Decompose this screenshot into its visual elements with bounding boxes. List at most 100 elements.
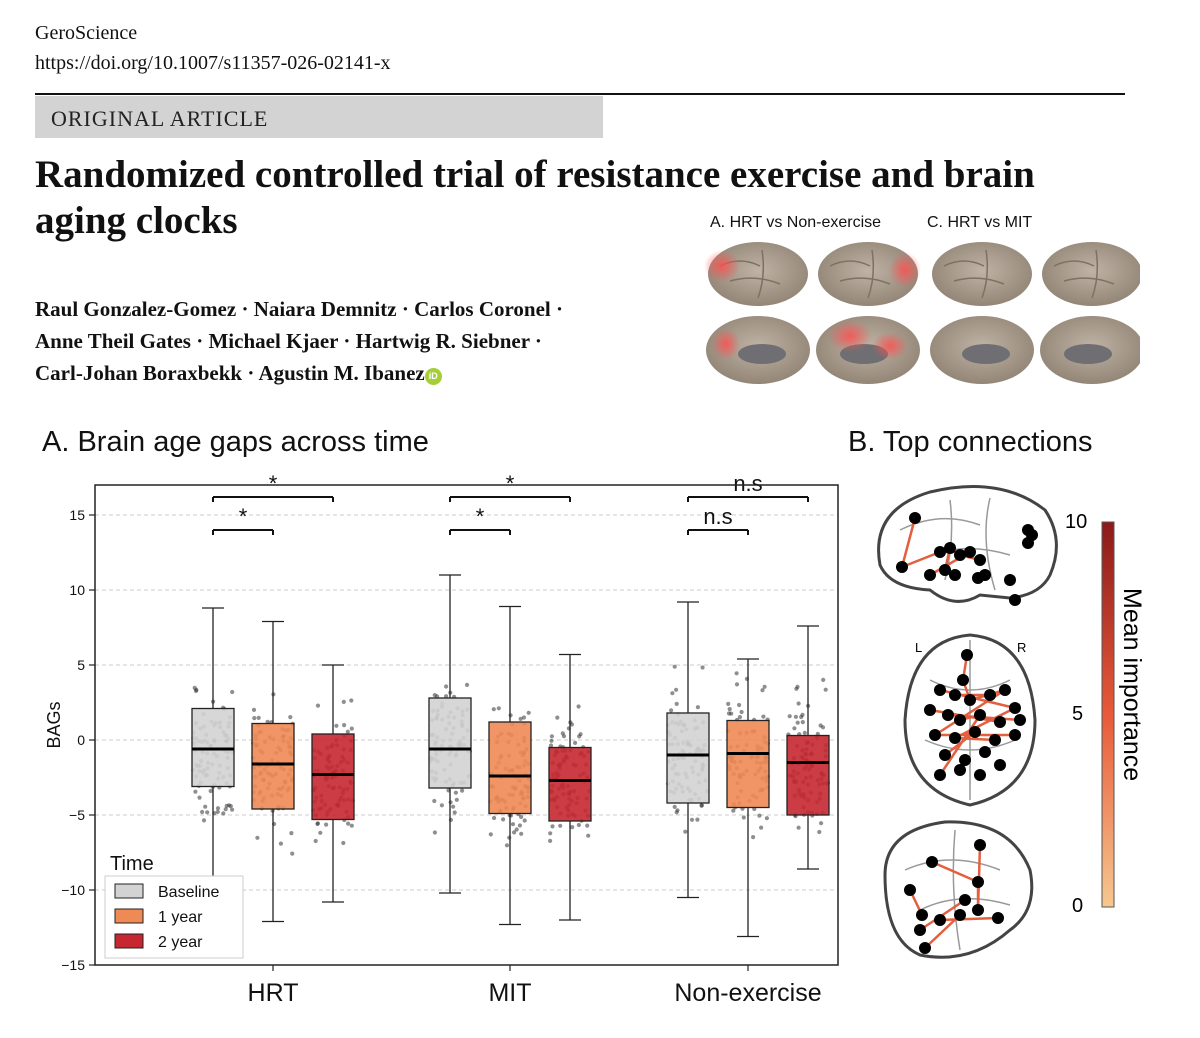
y-tick-label: −10 [61,882,85,898]
connection-edge [954,706,1016,740]
connection-node [1014,714,1026,726]
data-point [699,803,704,808]
brain-c-medial-right [1040,316,1140,384]
data-point [439,803,444,808]
connection-edge [924,914,961,949]
data-point [221,811,226,816]
box [251,722,295,810]
data-point [454,797,459,802]
data-point [751,835,756,840]
colorbar-label: Mean importance [1118,588,1146,781]
brain-glass-axial: L R [903,633,1037,807]
data-point [802,730,807,735]
doi-link[interactable]: https://doi.org/10.1007/s11357-026-02141… [35,52,391,74]
chart-boxes [191,574,830,938]
brain-surface-maps [704,242,1140,384]
legend-swatch [114,908,144,924]
connection-node [934,684,946,696]
x-tick-label: HRT [248,979,299,1007]
y-axis-label: BAGs [44,701,64,748]
data-point [570,825,575,830]
article-title: Randomized controlled trial of resistanc… [35,152,1145,244]
data-point [223,807,228,812]
data-point [586,833,591,838]
connection-node [974,769,986,781]
significance-label: * [239,504,248,529]
data-point [193,789,198,794]
data-point [817,829,822,835]
brain-c-lateral-left [932,242,1032,306]
connection-node [974,709,986,721]
data-point [432,830,437,835]
data-point [341,699,346,704]
connection-node [999,684,1011,696]
colorbar-tick-5: 5 [1072,703,1083,725]
data-point [760,688,765,693]
data-point [521,715,527,720]
brain-glass-sagittal-top [877,484,1058,603]
data-point [672,664,677,669]
data-point [695,705,701,710]
connection-node [957,674,969,686]
data-point [290,851,295,856]
connection-node [1022,537,1034,549]
data-point [496,706,501,711]
data-point [669,708,674,713]
data-point [576,822,582,828]
brain-a-lateral-left [704,242,808,306]
connection-edge [931,860,979,884]
data-point [689,817,695,822]
data-point [793,714,799,719]
data-point [674,810,679,815]
connections-figure: L R 10 5 0 Mean importance [877,484,1146,959]
legend-label: 1 year [158,909,203,926]
x-tick-label: Non-exercise [674,979,821,1007]
hemisphere-right-label: R [1017,640,1026,655]
data-point [549,738,554,743]
data-point [288,715,293,720]
data-point [203,804,208,809]
data-point [739,709,744,715]
authors-line-1[interactable]: Raul Gonzalez-Gomez · Naiara Demnitz · C… [35,297,564,321]
authors-line-3[interactable]: Carl-Johan Boraxbekk · Agustin M. Ibanez [35,361,425,385]
data-point [695,817,700,822]
connection-node [924,569,936,581]
connection-node [942,709,954,721]
data-point [734,671,739,676]
connection-node [1009,702,1021,714]
orcid-icon[interactable]: iD [424,368,442,385]
brain-c-medial-left [930,316,1034,384]
significance-label: n.s [703,504,732,529]
connection-node [904,884,916,896]
data-point [558,823,563,828]
data-point [731,808,736,813]
data-point [514,827,519,832]
panel-b-title: B. Top connections [848,426,1093,458]
data-point [315,703,321,708]
plot-frame [94,484,839,966]
author-list: Raul Gonzalez-Gomez · Naiara Demnitz · C… [35,293,715,389]
connection-node [974,839,986,851]
data-point [578,732,583,737]
data-point [741,815,746,820]
data-point [228,804,233,809]
box [428,697,472,789]
brain-a-medial-right [816,316,920,384]
data-point [492,815,497,821]
data-point [737,715,743,720]
connection-edge [901,550,941,569]
data-point [289,831,294,836]
connection-edge [900,517,917,568]
data-point [208,788,213,794]
data-point [821,677,826,682]
connection-node [994,716,1006,728]
connection-node [979,746,991,758]
data-point [700,665,705,670]
box [311,733,355,821]
connection-node [916,909,928,921]
data-point [727,707,732,712]
brain-panel-a-label: A. HRT vs Non-exercise [710,214,882,231]
data-point [197,795,202,800]
authors-line-2[interactable]: Anne Theil Gates · Michael Kjaer · Hartw… [35,329,542,353]
